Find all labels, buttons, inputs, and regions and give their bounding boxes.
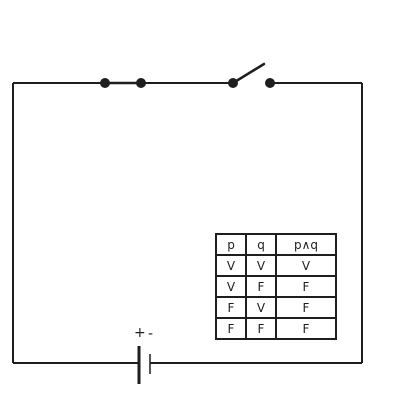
- switch-p-closed: [100, 78, 146, 88]
- truth-table-cell: F: [215, 317, 247, 340]
- truth-table-cell: V: [245, 296, 277, 319]
- truth-table-cell: F: [275, 296, 337, 319]
- truth-table-header-cell: p: [215, 233, 247, 256]
- truth-table-cell: F: [245, 275, 277, 298]
- truth-table-cell: F: [275, 317, 337, 340]
- truth-table-cell: V: [275, 254, 337, 277]
- truth-table-cell: V: [245, 254, 277, 277]
- truth-table-header-row: p q p∧q: [215, 233, 337, 256]
- battery-symbol: [137, 346, 151, 384]
- switch-q-open: [228, 62, 275, 88]
- truth-table-cell: F: [215, 296, 247, 319]
- switch-q-contact-right: [265, 78, 275, 88]
- switch-p-contact-right: [136, 78, 146, 88]
- battery-minus-label: -: [148, 326, 154, 342]
- truth-table-row: V V V: [215, 254, 337, 277]
- switch-q-contact-left: [228, 78, 238, 88]
- truth-table-header-cell: p∧q: [275, 233, 337, 256]
- truth-table-cell: F: [245, 317, 277, 340]
- truth-table-cell: F: [275, 275, 337, 298]
- truth-table-row: V F F: [215, 275, 337, 298]
- truth-table: p q p∧q V V V V F F F V F F F F: [215, 233, 337, 340]
- battery-plus-label: +: [134, 325, 146, 341]
- truth-table-row: F F F: [215, 317, 337, 340]
- truth-table-header-cell: q: [245, 233, 277, 256]
- switch-q-lever: [231, 62, 266, 85]
- truth-table-row: F V F: [215, 296, 337, 319]
- switch-p-contact-left: [100, 78, 110, 88]
- truth-table-cell: V: [215, 275, 247, 298]
- truth-table-cell: V: [215, 254, 247, 277]
